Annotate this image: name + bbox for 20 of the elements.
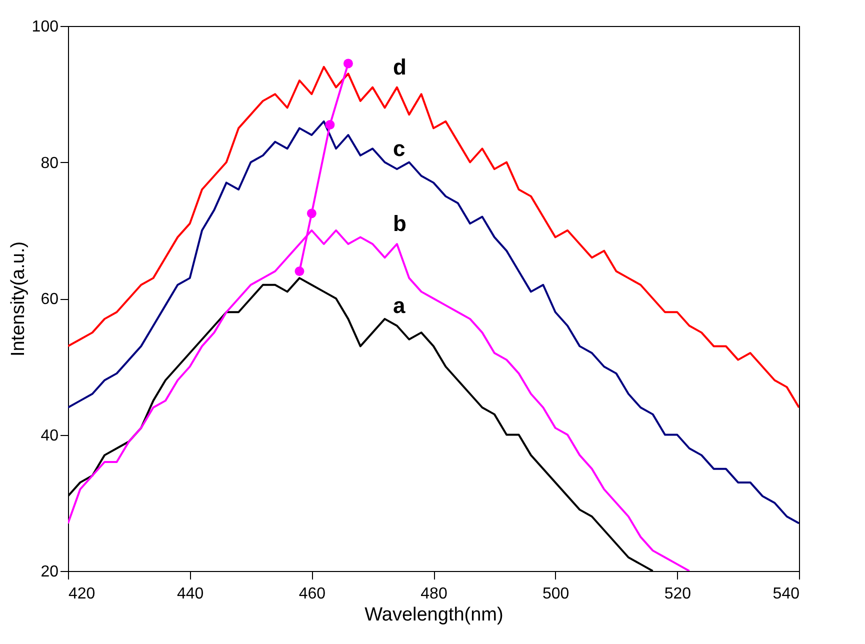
x-tick-label: 480 xyxy=(420,586,448,602)
x-tick-label: 440 xyxy=(176,586,204,602)
x-tick-label: 520 xyxy=(664,586,692,602)
x-axis-title: Wavelength(nm) xyxy=(364,604,504,626)
y-tick-label: 80 xyxy=(40,154,59,172)
y-tick-label: 100 xyxy=(32,18,59,36)
y-tick-label: 20 xyxy=(40,564,59,580)
x-tick-label: 540 xyxy=(772,586,800,602)
x-tick-label: 500 xyxy=(542,586,570,602)
series-label: a xyxy=(392,292,406,318)
y-tick-label: 40 xyxy=(40,427,59,444)
series-label: b xyxy=(392,211,406,236)
y-tick-label: 60 xyxy=(40,291,59,308)
line-series xyxy=(68,277,654,571)
y-axis-title: Intensity(a.u.) xyxy=(8,241,29,357)
line-series xyxy=(68,120,799,524)
x-tick-label: 420 xyxy=(68,586,96,602)
series-label: c xyxy=(392,136,406,162)
x-tick-label: 460 xyxy=(298,586,326,602)
series-label: d xyxy=(392,54,406,80)
